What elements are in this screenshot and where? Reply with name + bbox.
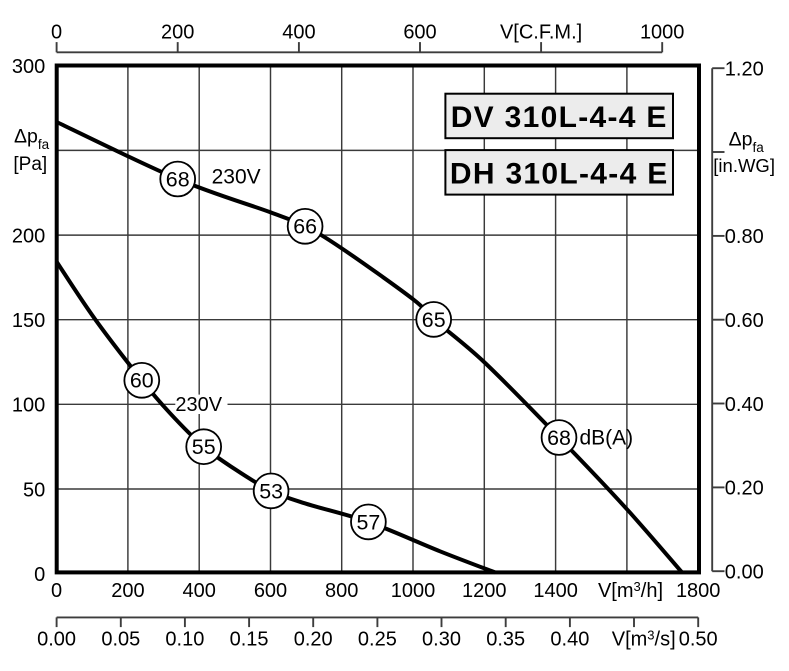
svg-text:300: 300	[12, 56, 45, 78]
svg-text:0.05: 0.05	[101, 629, 140, 651]
svg-text:0.10: 0.10	[165, 629, 204, 651]
svg-text:600: 600	[254, 580, 287, 602]
svg-text:V[m3/s]: V[m3/s]	[612, 628, 676, 651]
svg-text:50: 50	[23, 479, 45, 501]
svg-text:200: 200	[12, 225, 45, 247]
svg-text:65: 65	[422, 308, 446, 332]
svg-text:1800: 1800	[676, 580, 721, 602]
svg-text:66: 66	[293, 215, 317, 239]
svg-text:0.35: 0.35	[486, 629, 525, 651]
svg-text:V[C.F.M.]: V[C.F.M.]	[500, 21, 582, 43]
svg-text:53: 53	[259, 479, 283, 503]
svg-text:0: 0	[51, 580, 62, 602]
svg-text:0.40: 0.40	[550, 629, 589, 651]
svg-text:DH 310L-4-4 E: DH 310L-4-4 E	[450, 157, 669, 190]
svg-text:600: 600	[403, 21, 436, 43]
svg-text:DV 310L-4-4 E: DV 310L-4-4 E	[451, 101, 668, 134]
svg-text:0: 0	[34, 564, 45, 586]
svg-text:0.20: 0.20	[725, 478, 764, 500]
svg-text:1000: 1000	[391, 580, 436, 602]
svg-text:0.15: 0.15	[230, 629, 269, 651]
svg-text:230V: 230V	[212, 165, 261, 188]
svg-text:400: 400	[183, 580, 216, 602]
svg-text:1.20: 1.20	[725, 59, 764, 81]
svg-text:100: 100	[12, 395, 45, 417]
svg-text:1000: 1000	[640, 21, 685, 43]
svg-text:230V: 230V	[175, 394, 222, 416]
svg-text:68: 68	[547, 426, 571, 450]
svg-text:0.00: 0.00	[37, 629, 76, 651]
svg-text:400: 400	[282, 21, 315, 43]
svg-text:200: 200	[161, 21, 194, 43]
svg-text:57: 57	[357, 510, 381, 534]
svg-text:dB(A): dB(A)	[580, 427, 634, 450]
svg-text:200: 200	[111, 580, 144, 602]
svg-text:[Pa]: [Pa]	[13, 154, 47, 175]
svg-text:0.25: 0.25	[358, 629, 397, 651]
svg-text:0.60: 0.60	[725, 310, 764, 332]
svg-text:55: 55	[192, 435, 216, 459]
svg-text:68: 68	[166, 167, 190, 191]
svg-text:0.30: 0.30	[422, 629, 461, 651]
svg-text:0.00: 0.00	[725, 562, 764, 584]
svg-text:1200: 1200	[462, 580, 507, 602]
svg-text:0.20: 0.20	[294, 629, 333, 651]
svg-text:0.50: 0.50	[679, 629, 718, 651]
svg-text:0.40: 0.40	[725, 394, 764, 416]
svg-text:0.80: 0.80	[725, 226, 764, 248]
svg-text:V[m3/h]: V[m3/h]	[598, 579, 663, 602]
svg-text:0: 0	[51, 21, 62, 43]
svg-text:1400: 1400	[533, 580, 578, 602]
svg-text:150: 150	[12, 310, 45, 332]
svg-text:[in.WG]: [in.WG]	[713, 155, 775, 176]
svg-text:800: 800	[325, 580, 358, 602]
svg-text:60: 60	[130, 369, 154, 393]
